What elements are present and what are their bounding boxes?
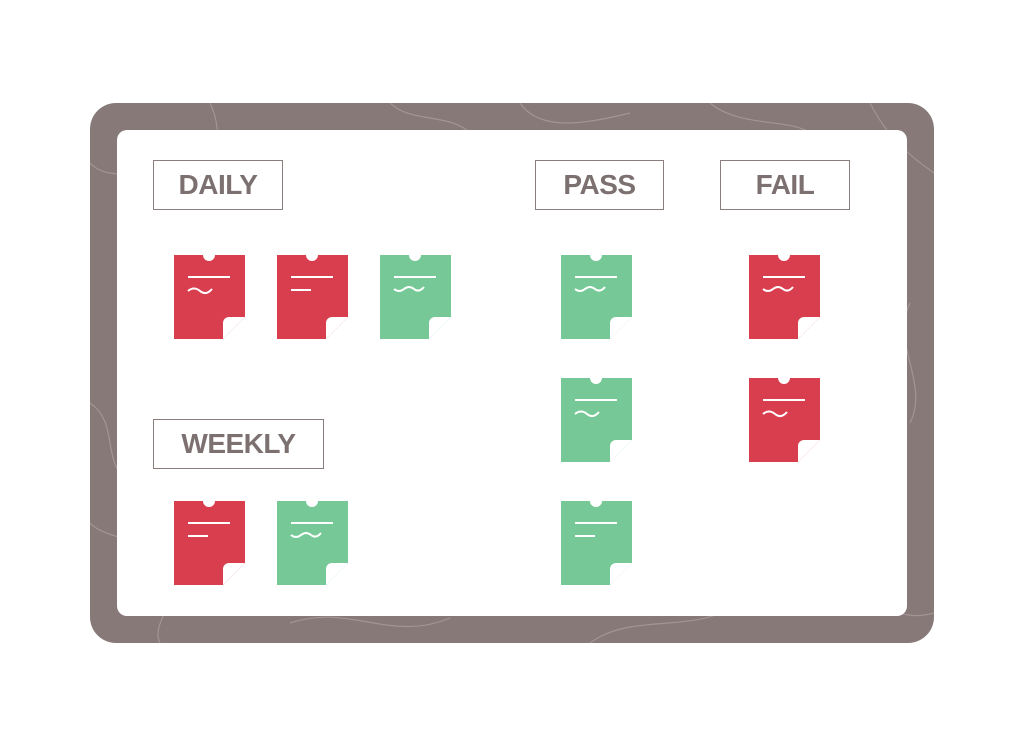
daily-note-3[interactable] (380, 255, 451, 339)
sticky-note-icon (561, 501, 632, 585)
sticky-note-icon (561, 255, 632, 339)
fail-note-2[interactable] (749, 378, 820, 462)
sticky-note-icon (277, 501, 348, 585)
weekly-label-text: WEEKLY (181, 428, 296, 459)
pass-note-2[interactable] (561, 378, 632, 462)
sticky-note-icon (561, 378, 632, 462)
weekly-label: WEEKLY (153, 419, 324, 469)
fail-note-1[interactable] (749, 255, 820, 339)
sticky-note-icon (174, 501, 245, 585)
pass-note-3[interactable] (561, 501, 632, 585)
fail-label: FAIL (720, 160, 850, 210)
weekly-note-1[interactable] (174, 501, 245, 585)
daily-note-1[interactable] (174, 255, 245, 339)
sticky-note-icon (277, 255, 348, 339)
fail-label-text: FAIL (755, 169, 815, 200)
pass-note-1[interactable] (561, 255, 632, 339)
pass-label: PASS (535, 160, 664, 210)
weekly-note-2[interactable] (277, 501, 348, 585)
daily-label-text: DAILY (178, 169, 258, 200)
sticky-note-icon (749, 378, 820, 462)
daily-note-2[interactable] (277, 255, 348, 339)
kanban-board-surface (117, 130, 907, 616)
sticky-note-icon (380, 255, 451, 339)
sticky-note-icon (174, 255, 245, 339)
pass-label-text: PASS (563, 169, 636, 200)
daily-label: DAILY (153, 160, 283, 210)
sticky-note-icon (749, 255, 820, 339)
